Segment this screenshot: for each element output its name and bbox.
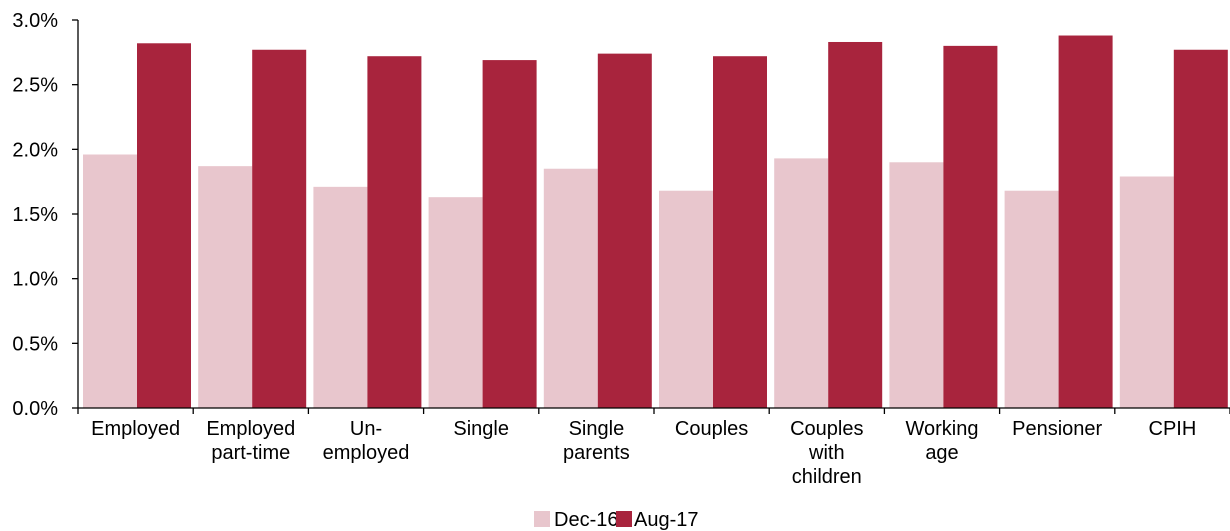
bar-aug-17-3 <box>482 60 537 409</box>
bar-aug-17-4 <box>597 53 652 408</box>
x-category-label-line: Couples <box>790 418 863 440</box>
x-category-label-line: parents <box>563 442 630 464</box>
y-tick-label: 2.0% <box>12 139 58 161</box>
x-category-label-line: Single <box>453 418 509 440</box>
y-tick-label: 0.0% <box>12 398 58 420</box>
y-tick-labels: 0.0% 0.5% 1.0% 1.5% 2.0% 2.5% 3.0% <box>12 10 58 420</box>
x-category-label: Un-employed <box>323 418 410 464</box>
bar-dec-16-8 <box>1004 190 1059 408</box>
bar-aug-17-5 <box>713 56 767 409</box>
y-tick-label: 1.0% <box>12 269 58 291</box>
y-tick-label: 2.5% <box>12 75 58 97</box>
x-category-label: Couples with children <box>790 418 863 488</box>
x-category-label: Single <box>453 418 509 440</box>
bar-dec-16-4 <box>543 168 598 408</box>
x-category-label-line: Pensioner <box>1012 418 1102 440</box>
bar-aug-17-2 <box>367 56 422 409</box>
legend-swatch-dec-16 <box>534 511 550 527</box>
bar-dec-16-2 <box>313 186 368 408</box>
bar-dec-16-6 <box>774 158 829 408</box>
x-category-labels: Employed Employed part-timeUn-employedSing… <box>91 418 1196 488</box>
x-category-label-line: with <box>808 442 845 464</box>
bar-aug-17-7 <box>943 45 998 409</box>
x-category-label-line: employed <box>323 442 410 464</box>
bar-aug-17-6 <box>828 41 883 409</box>
x-category-label: Single parents <box>563 418 630 464</box>
x-category-label: Pensioner <box>1012 418 1102 440</box>
bar-aug-17-8 <box>1058 35 1113 409</box>
legend-label-dec-16: Dec-16 <box>554 509 618 531</box>
x-category-label-line: Employed <box>206 418 295 440</box>
bar-dec-16-0 <box>83 154 137 408</box>
x-category-label: Employed part-time <box>206 418 295 464</box>
x-category-label-line: Couples <box>675 418 748 440</box>
x-category-label: Working age <box>906 418 979 464</box>
x-category-label: Couples <box>675 418 748 440</box>
x-category-label-line: CPIH <box>1149 418 1197 440</box>
legend-label-aug-17: Aug-17 <box>634 509 699 531</box>
bar-aug-17-1 <box>252 49 307 408</box>
bar-dec-16-3 <box>428 197 483 408</box>
x-category-label-line: part-time <box>211 442 290 464</box>
legend: Dec-16 Aug-17 <box>534 509 699 531</box>
bar-dec-16-7 <box>889 162 944 408</box>
bar-aug-17-0 <box>137 43 191 408</box>
y-tick-label: 1.5% <box>12 204 58 226</box>
axes-group <box>72 19 1230 414</box>
legend-swatch-aug-17 <box>616 511 632 527</box>
bar-aug-17-9 <box>1173 49 1228 408</box>
bars-group <box>83 35 1228 409</box>
bar-dec-16-5 <box>659 190 713 408</box>
x-category-label-line: Single <box>569 418 625 440</box>
x-category-label-line: Working <box>906 418 979 440</box>
x-category-label-line: Employed <box>91 418 180 440</box>
x-category-label-line: Un- <box>350 418 382 440</box>
bar-dec-16-1 <box>198 166 253 408</box>
x-category-label-line: age <box>925 442 958 464</box>
x-category-label: CPIH <box>1149 418 1197 440</box>
x-category-label: Employed <box>91 418 180 440</box>
bar-dec-16-9 <box>1119 176 1174 408</box>
y-tick-label: 0.5% <box>12 333 58 355</box>
y-tick-label: 3.0% <box>12 10 58 32</box>
x-category-label-line: children <box>792 466 862 488</box>
